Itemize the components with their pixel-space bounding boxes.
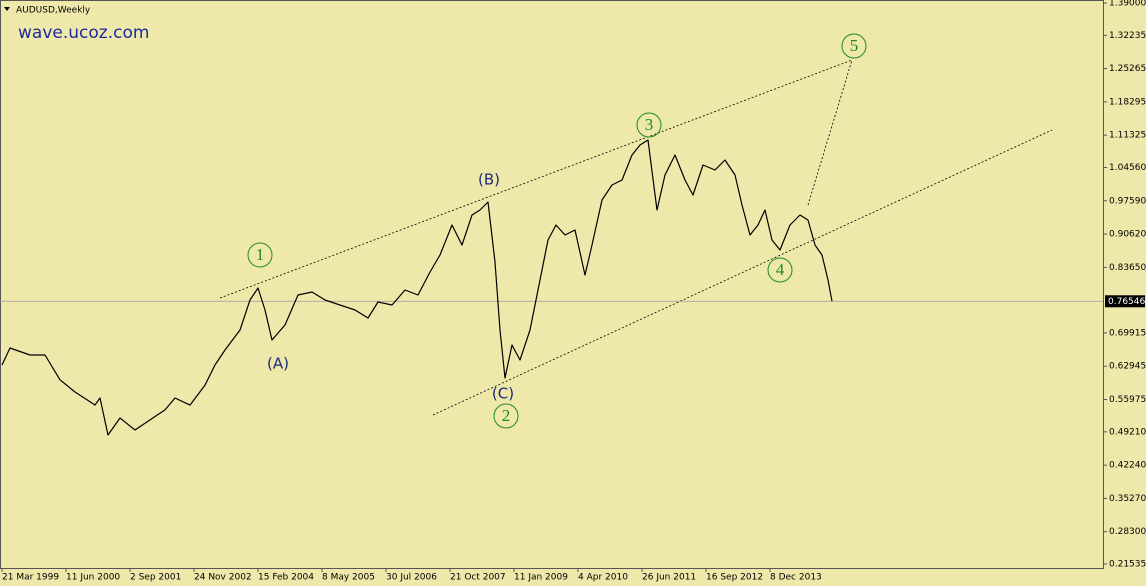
x-tick-label: 21 Mar 1999 [2, 573, 59, 583]
y-tick-label: 0.83650 [1109, 263, 1146, 273]
x-tick-label: 11 Jun 2000 [66, 573, 120, 583]
correction-label: (B) [478, 171, 500, 189]
watermark: wave.ucoz.com [18, 23, 149, 43]
plot-frame [0, 0, 1104, 569]
x-tick-label: 8 May 2005 [322, 573, 375, 583]
wave-label: 1 [256, 245, 265, 264]
channel-upper [219, 59, 853, 299]
y-tick-label: 0.49210 [1109, 427, 1146, 437]
y-tick-label: 1.32235 [1109, 31, 1146, 41]
y-tick-label: 0.21535 [1109, 560, 1146, 570]
x-tick-label: 16 Sep 2012 [706, 573, 763, 583]
x-tick-label: 2 Sep 2001 [130, 573, 181, 583]
y-tick-label: 0.69915 [1109, 328, 1146, 338]
y-tick-label: 0.62945 [1109, 362, 1146, 372]
y-tick-label: 0.42240 [1109, 461, 1146, 471]
wave-circle [841, 33, 867, 59]
x-tick-label: 24 Nov 2002 [194, 573, 252, 583]
wave-circle [767, 257, 793, 283]
wave-markers: 1 2 3 4 5 (A) (B) (C) [247, 33, 867, 429]
menu-arrow [4, 7, 10, 11]
y-tick-label: 1.39000 [1109, 0, 1146, 9]
y-tick-label: 1.18295 [1109, 97, 1146, 107]
y-tick-label: 1.11325 [1109, 131, 1146, 141]
wave-circle [247, 242, 273, 268]
x-tick-label: 4 Apr 2010 [578, 573, 628, 583]
x-tick-label: 26 Jun 2011 [642, 573, 696, 583]
price-box [1105, 295, 1145, 308]
projection [807, 59, 853, 206]
wave-circle [493, 403, 519, 429]
y-tick-label: 1.25265 [1109, 64, 1146, 74]
trend-lines [219, 59, 1053, 416]
price-label: 0.76546 [1108, 297, 1145, 307]
y-tick-label: 0.35270 [1109, 494, 1146, 504]
correction-label: (A) [267, 355, 289, 373]
wave-label: 5 [850, 36, 859, 55]
x-tick-label: 8 Dec 2013 [770, 573, 822, 583]
chart-title: AUDUSD,Weekly [16, 6, 91, 16]
price-line-series [1, 139, 833, 436]
y-tick-label: 0.55975 [1109, 395, 1146, 405]
y-tick-label: 0.97590 [1109, 196, 1146, 206]
y-tick-label: 0.28300 [1109, 527, 1146, 537]
y-tick-label: 1.04560 [1109, 163, 1146, 173]
x-tick-label: 21 Oct 2007 [450, 573, 506, 583]
x-tick-label: 11 Jan 2009 [514, 573, 568, 583]
y-tick-label: 0.90620 [1109, 230, 1146, 240]
wave-circle [636, 112, 662, 138]
x-tick-label: 30 Jul 2006 [386, 573, 437, 583]
wave-label: 2 [502, 406, 511, 425]
wave-label: 4 [776, 260, 785, 279]
channel-lower [432, 129, 1053, 416]
correction-label: (C) [492, 385, 514, 403]
wave-label: 3 [645, 115, 654, 134]
x-tick-label: 15 Feb 2004 [258, 573, 314, 583]
